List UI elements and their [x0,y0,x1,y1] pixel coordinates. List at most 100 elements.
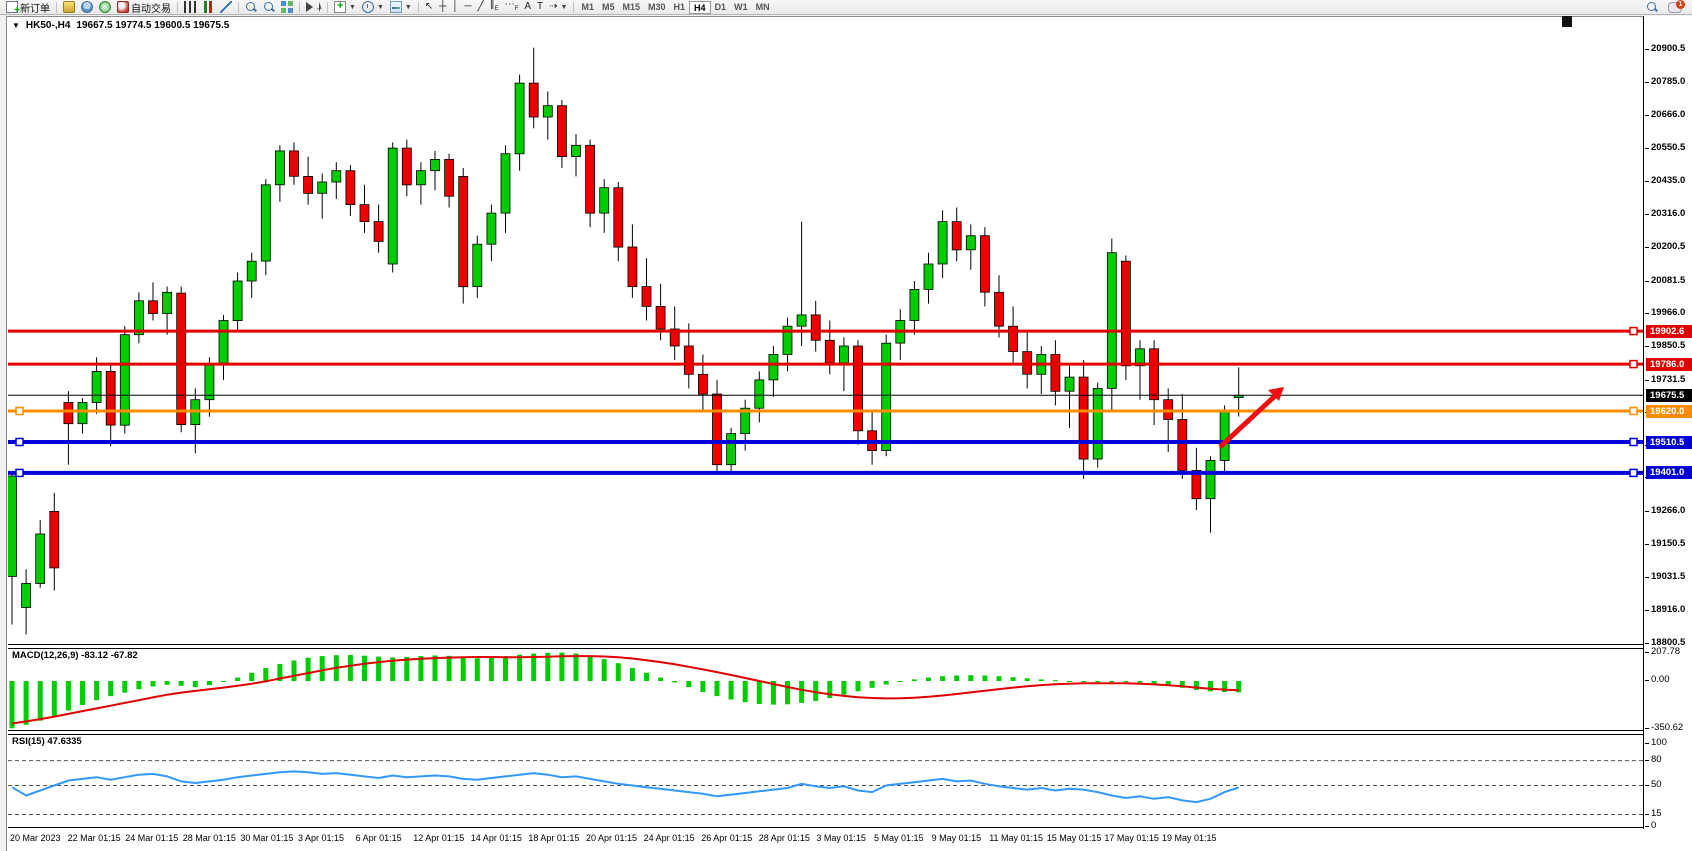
candle[interactable] [994,291,1004,327]
candle[interactable] [937,221,948,265]
candle[interactable] [1149,348,1159,401]
notifications-button[interactable]: 1 [1665,0,1685,14]
line-anchor[interactable] [1629,326,1638,336]
candle[interactable] [345,170,356,205]
cursor-button[interactable]: ↖ [422,0,436,14]
new-chart-button[interactable] [60,0,78,14]
candle[interactable] [599,187,610,214]
candle[interactable] [754,379,765,409]
candle[interactable] [669,328,680,347]
candle[interactable] [500,153,511,214]
time-axis[interactable]: 20 Mar 2023 22 Mar 01:15 24 Mar 01:15 28 Ma… [8,830,1643,851]
candle[interactable] [839,345,849,364]
candle[interactable] [965,235,976,251]
candle[interactable] [1078,376,1089,460]
candle[interactable] [105,370,116,426]
timeframe-button-w1[interactable]: W1 [734,1,748,12]
candle[interactable] [148,300,158,314]
candle[interactable] [909,288,920,321]
candle[interactable] [980,235,990,293]
candle[interactable] [359,204,370,223]
tile-windows-button[interactable] [278,0,296,14]
candle[interactable] [204,363,215,401]
horizontal-line-button[interactable]: ─ [462,0,475,14]
vertical-line-button[interactable]: │ [449,0,461,14]
candle[interactable] [218,320,229,365]
candle[interactable] [49,510,60,569]
candle[interactable] [1008,325,1018,353]
line-anchor[interactable] [1629,359,1638,369]
candle[interactable] [655,305,666,330]
candle[interactable] [303,175,314,194]
candlestick-chart-button[interactable] [199,0,217,14]
candle[interactable] [260,184,271,262]
search-button[interactable] [1643,0,1661,14]
candle[interactable] [740,407,751,435]
candle[interactable] [1135,348,1145,367]
candle[interactable] [119,334,130,426]
candle[interactable] [810,314,821,341]
candle[interactable] [923,263,934,290]
macd-panel[interactable] [8,648,1643,731]
candle[interactable] [528,82,539,118]
new-order-button[interactable]: 新订单 [3,0,53,16]
fibonacci-button[interactable]: ⋯F [502,0,522,14]
candle[interactable] [387,147,398,265]
candle[interactable] [373,221,384,242]
candle[interactable] [246,260,257,282]
candle[interactable] [77,402,88,425]
candle[interactable] [768,354,779,381]
candle[interactable] [824,339,835,364]
candle[interactable] [542,105,553,118]
timeframe-button-m15[interactable]: M15 [622,1,641,12]
rsi-chart[interactable] [8,735,1643,829]
candle[interactable] [63,402,74,425]
candle[interactable] [1191,469,1202,500]
indicators-button[interactable]: ▼ [331,0,359,14]
collapse-icon[interactable]: ▼ [12,21,20,30]
profiles-button[interactable] [78,0,96,14]
timeframe-button-m30[interactable]: M30 [648,1,666,12]
rsi-panel[interactable] [8,734,1643,828]
timeframe-button-mn[interactable]: MN [755,1,770,12]
candle[interactable] [21,583,32,608]
candle[interactable] [458,175,469,288]
timeframe-button-h1[interactable]: H1 [673,1,686,12]
candle[interactable] [162,291,173,314]
chart-shift-button[interactable] [316,0,324,14]
candle[interactable] [134,300,144,336]
line-anchor[interactable] [15,437,24,447]
crosshair-button[interactable]: ┼ [436,0,449,14]
annotation-arrow-head[interactable] [1268,387,1284,401]
price-axis[interactable]: 20900.5 20785.0 20666.0 20550.5 20435.0 20316… [1643,16,1692,831]
trendline-button[interactable]: ╱ [475,0,487,14]
annotation-arrow-shaft[interactable] [1218,393,1278,449]
candle[interactable] [782,325,793,355]
templates-button[interactable]: ▼ [387,0,415,14]
chart-window-controls[interactable] [1562,16,1572,27]
auto-scroll-button[interactable] [303,0,316,14]
periods-button[interactable]: ▼ [359,0,387,14]
timeframe-button-m1[interactable]: M1 [581,1,594,12]
line-anchor[interactable] [15,468,24,478]
candle[interactable] [712,393,722,466]
timeframe-button-d1[interactable]: D1 [714,1,727,12]
candle[interactable] [641,286,652,307]
line-anchor[interactable] [1629,406,1638,416]
candle[interactable] [951,221,962,251]
line-anchor[interactable] [1629,437,1638,447]
line-anchor[interactable] [15,406,24,416]
candle[interactable] [726,433,736,466]
candle[interactable] [331,170,342,183]
candle[interactable] [627,246,638,287]
timeframe-button-m5[interactable]: M5 [601,1,615,12]
main-price-panel[interactable] [8,16,1643,645]
candle[interactable] [1106,252,1117,389]
candle[interactable] [1177,419,1188,471]
autotrading-button[interactable]: 自动交易 [114,0,174,15]
candle[interactable] [8,475,17,577]
candle[interactable] [430,158,440,172]
equidistant-channel-button[interactable]: ∥E [487,0,502,14]
line-anchor[interactable] [1629,468,1638,478]
arrows-button[interactable]: ⇢ ▼ [546,0,570,14]
